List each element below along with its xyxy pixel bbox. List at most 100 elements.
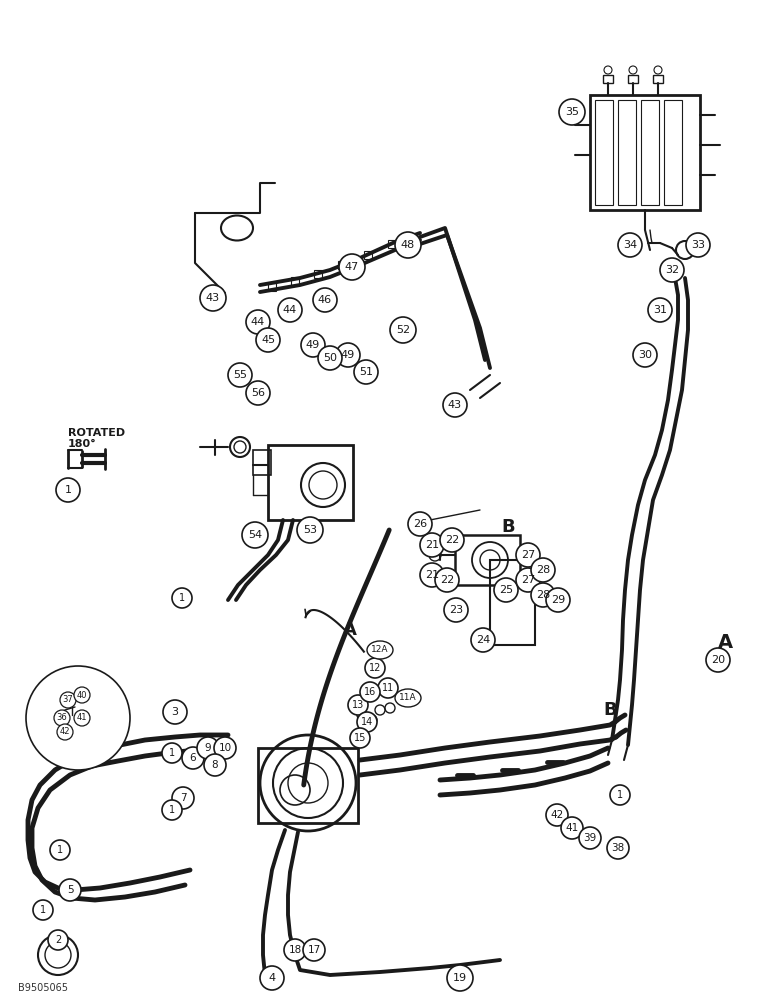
Text: 51: 51 bbox=[359, 367, 373, 377]
Text: 21: 21 bbox=[425, 540, 439, 550]
Circle shape bbox=[395, 232, 421, 258]
Text: 3: 3 bbox=[171, 707, 178, 717]
Text: 27: 27 bbox=[521, 575, 535, 585]
Circle shape bbox=[559, 99, 585, 125]
Text: 31: 31 bbox=[653, 305, 667, 315]
Text: 52: 52 bbox=[396, 325, 410, 335]
Circle shape bbox=[390, 317, 416, 343]
Circle shape bbox=[633, 343, 657, 367]
Text: 33: 33 bbox=[691, 240, 705, 250]
Text: 36: 36 bbox=[56, 714, 67, 722]
Text: 22: 22 bbox=[440, 575, 454, 585]
Circle shape bbox=[318, 346, 342, 370]
Circle shape bbox=[610, 785, 630, 805]
Text: 15: 15 bbox=[354, 733, 366, 743]
Text: 43: 43 bbox=[448, 400, 462, 410]
Text: 14: 14 bbox=[361, 717, 373, 727]
Circle shape bbox=[378, 678, 398, 698]
Text: 5: 5 bbox=[66, 885, 73, 895]
Circle shape bbox=[214, 737, 236, 759]
Text: 43: 43 bbox=[206, 293, 220, 303]
Text: 32: 32 bbox=[665, 265, 679, 275]
Text: 9: 9 bbox=[205, 743, 212, 753]
Circle shape bbox=[365, 658, 385, 678]
Circle shape bbox=[516, 543, 540, 567]
Circle shape bbox=[50, 840, 70, 860]
Text: 23: 23 bbox=[449, 605, 463, 615]
Circle shape bbox=[516, 568, 540, 592]
Ellipse shape bbox=[367, 641, 393, 659]
Circle shape bbox=[197, 737, 219, 759]
Text: 18: 18 bbox=[289, 945, 302, 955]
Text: 45: 45 bbox=[261, 335, 275, 345]
Text: 42: 42 bbox=[59, 728, 70, 736]
Text: 34: 34 bbox=[623, 240, 637, 250]
Text: B: B bbox=[603, 701, 617, 719]
Circle shape bbox=[339, 254, 365, 280]
Circle shape bbox=[57, 724, 73, 740]
Text: 16: 16 bbox=[364, 687, 376, 697]
Circle shape bbox=[162, 800, 182, 820]
Circle shape bbox=[172, 588, 192, 608]
Circle shape bbox=[561, 817, 583, 839]
Text: 39: 39 bbox=[584, 833, 597, 843]
Circle shape bbox=[54, 710, 70, 726]
Circle shape bbox=[360, 682, 380, 702]
Circle shape bbox=[420, 563, 444, 587]
Text: 27: 27 bbox=[521, 550, 535, 560]
Text: 7: 7 bbox=[180, 793, 186, 803]
Text: 1: 1 bbox=[179, 593, 185, 603]
Text: 49: 49 bbox=[306, 340, 320, 350]
Text: 1: 1 bbox=[40, 905, 46, 915]
Text: B9505065: B9505065 bbox=[18, 983, 68, 993]
Circle shape bbox=[48, 930, 68, 950]
Text: 48: 48 bbox=[401, 240, 415, 250]
Circle shape bbox=[435, 568, 459, 592]
Circle shape bbox=[56, 478, 80, 502]
Circle shape bbox=[246, 381, 270, 405]
Circle shape bbox=[284, 939, 306, 961]
Text: 20: 20 bbox=[711, 655, 725, 665]
Text: 35: 35 bbox=[565, 107, 579, 117]
Circle shape bbox=[182, 747, 204, 769]
Circle shape bbox=[228, 363, 252, 387]
Text: 40: 40 bbox=[76, 690, 87, 700]
Text: 17: 17 bbox=[307, 945, 320, 955]
Circle shape bbox=[686, 233, 710, 257]
Text: 12A: 12A bbox=[371, 646, 389, 654]
Text: A: A bbox=[343, 621, 357, 639]
Circle shape bbox=[447, 965, 473, 991]
Text: 25: 25 bbox=[499, 585, 513, 595]
Circle shape bbox=[246, 310, 270, 334]
Circle shape bbox=[348, 695, 368, 715]
Circle shape bbox=[531, 558, 555, 582]
Circle shape bbox=[408, 512, 432, 536]
Circle shape bbox=[531, 583, 555, 607]
Circle shape bbox=[162, 743, 182, 763]
Text: 37: 37 bbox=[63, 696, 73, 704]
Text: 22: 22 bbox=[445, 535, 459, 545]
Circle shape bbox=[60, 692, 76, 708]
Text: B: B bbox=[501, 518, 515, 536]
Circle shape bbox=[420, 533, 444, 557]
Text: ROTATED: ROTATED bbox=[68, 428, 125, 438]
Circle shape bbox=[200, 285, 226, 311]
Text: 24: 24 bbox=[476, 635, 490, 645]
Text: 30: 30 bbox=[638, 350, 652, 360]
Text: 11A: 11A bbox=[399, 694, 417, 702]
Text: 19: 19 bbox=[453, 973, 467, 983]
Text: 28: 28 bbox=[536, 565, 550, 575]
Circle shape bbox=[256, 328, 280, 352]
Circle shape bbox=[354, 360, 378, 384]
Circle shape bbox=[74, 687, 90, 703]
Text: A: A bbox=[717, 634, 733, 652]
Text: 41: 41 bbox=[565, 823, 579, 833]
Text: 47: 47 bbox=[345, 262, 359, 272]
Circle shape bbox=[546, 804, 568, 826]
Circle shape bbox=[260, 966, 284, 990]
Circle shape bbox=[471, 628, 495, 652]
Text: 13: 13 bbox=[352, 700, 364, 710]
Circle shape bbox=[440, 528, 464, 552]
Text: 21: 21 bbox=[425, 570, 439, 580]
Circle shape bbox=[301, 333, 325, 357]
